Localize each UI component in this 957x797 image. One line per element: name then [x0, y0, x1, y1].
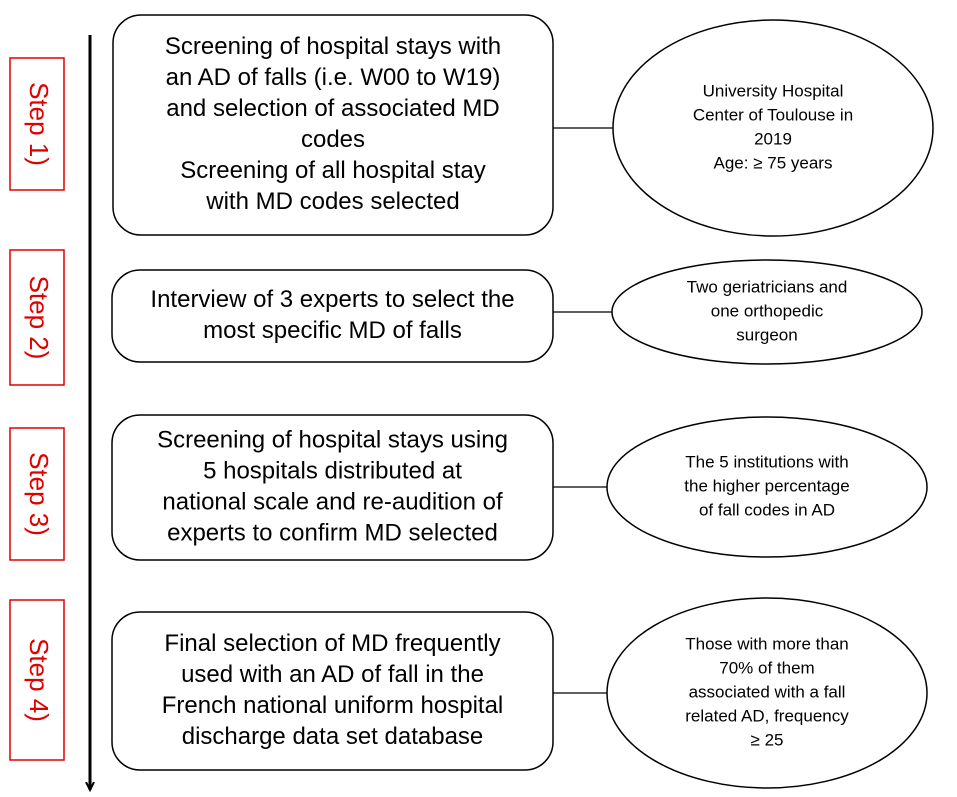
- box-text: with MD codes selected: [205, 188, 459, 215]
- box-text: Interview of 3 experts to select the: [150, 286, 514, 313]
- step-box: [112, 14, 554, 236]
- box-text: codes: [301, 126, 365, 153]
- box-text: 5 hospitals distributed at: [203, 457, 462, 484]
- box-text: discharge data set database: [182, 723, 484, 750]
- box-text: Screening of hospital stays with: [165, 33, 501, 60]
- note-text: related AD, frequency: [685, 706, 849, 725]
- box-text: experts to confirm MD selected: [167, 519, 498, 546]
- box-text: and selection of associated MD: [166, 95, 500, 122]
- step-label-box: [9, 599, 65, 761]
- note-text: the higher percentage: [684, 476, 849, 495]
- note-text: Age: ≥ 75 years: [714, 153, 833, 172]
- note-text: Two geriatricians and: [687, 277, 848, 296]
- note-ellipse: [612, 19, 934, 237]
- note-text: The 5 institutions with: [685, 452, 848, 471]
- note-ellipse: [606, 597, 928, 789]
- note-text: University Hospital: [703, 81, 844, 100]
- step-label: Step 3): [24, 452, 54, 536]
- step-label-box: [9, 249, 65, 386]
- note-text: surgeon: [736, 325, 797, 344]
- note-text: one orthopedic: [711, 301, 824, 320]
- box-text: Screening of hospital stays using: [157, 426, 508, 453]
- box-text: French national uniform hospital: [162, 692, 504, 719]
- note-text: Center of Toulouse in: [693, 105, 853, 124]
- box-text: most specific MD of falls: [203, 317, 462, 344]
- note-text: 70% of them: [719, 658, 814, 677]
- step-box: [111, 611, 554, 771]
- note-text: 2019: [754, 129, 792, 148]
- step-label-box: [9, 57, 65, 191]
- note-ellipse: [606, 416, 928, 558]
- step-box: [111, 269, 554, 363]
- box-text: used with an AD of fall in the: [181, 661, 484, 688]
- box-text: an AD of falls (i.e. W00 to W19): [166, 64, 501, 91]
- note-text: associated with a fall: [689, 682, 846, 701]
- step-label: Step 2): [24, 276, 54, 360]
- step-label: Step 4): [24, 638, 54, 722]
- box-text: Final selection of MD frequently: [164, 630, 500, 657]
- box-text: national scale and re-audition of: [162, 488, 503, 515]
- note-text: ≥ 25: [751, 730, 784, 749]
- step-label-box: [9, 427, 65, 561]
- note-text: Those with more than: [685, 634, 848, 653]
- note-ellipse: [611, 259, 923, 365]
- step-label: Step 1): [24, 82, 54, 166]
- box-text: Screening of all hospital stay: [180, 157, 486, 184]
- note-text: of fall codes in AD: [699, 500, 835, 519]
